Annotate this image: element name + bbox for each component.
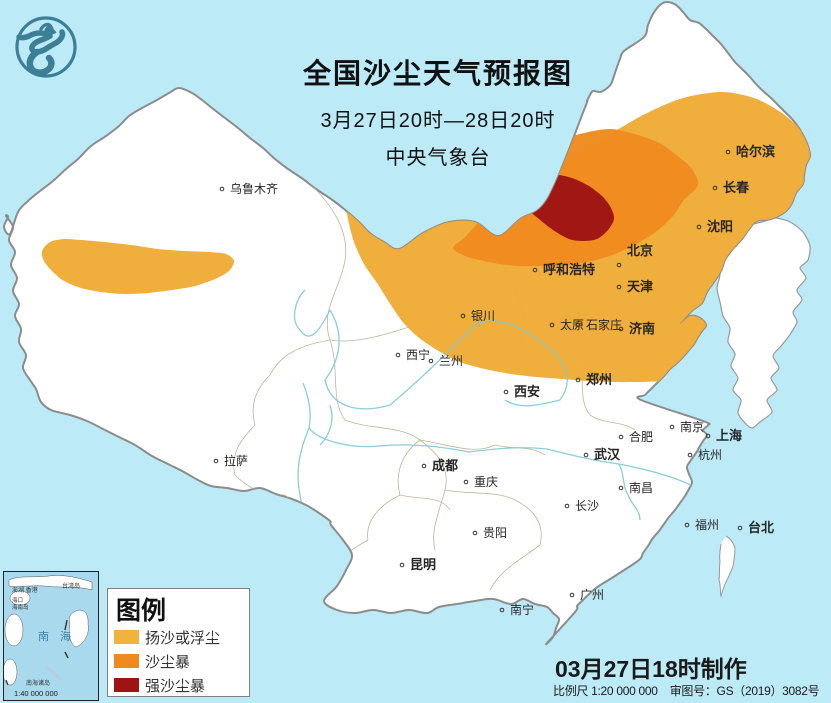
svg-text:武汉: 武汉: [594, 447, 621, 462]
svg-text:银川: 银川: [471, 309, 495, 323]
svg-text:台湾岛: 台湾岛: [62, 582, 80, 590]
svg-text:长沙: 长沙: [575, 499, 599, 513]
svg-text:哈尔滨: 哈尔滨: [736, 144, 775, 159]
svg-text:拉萨: 拉萨: [224, 453, 248, 468]
svg-text:海口: 海口: [12, 596, 23, 604]
svg-text:太原: 太原: [560, 317, 584, 332]
svg-text:北京: 北京: [627, 243, 653, 258]
svg-text:天津: 天津: [627, 279, 653, 294]
svg-text:南京: 南京: [680, 419, 704, 434]
svg-text:乌鲁木齐: 乌鲁木齐: [230, 181, 278, 196]
svg-text:海南岛: 海南岛: [12, 603, 29, 611]
svg-text:1:40 000 000: 1:40 000 000: [14, 689, 58, 698]
svg-text:福州: 福州: [695, 517, 719, 532]
svg-text:长春: 长春: [723, 180, 750, 195]
svg-text:昆明: 昆明: [410, 557, 436, 572]
svg-text:合肥: 合肥: [629, 429, 653, 444]
svg-text:成都: 成都: [432, 458, 458, 473]
svg-text:贵阳: 贵阳: [483, 526, 507, 540]
svg-text:呼和浩特: 呼和浩特: [543, 262, 595, 277]
svg-text:南昌: 南昌: [629, 480, 653, 495]
svg-text:澎湖 香港: 澎湖 香港: [12, 586, 38, 594]
svg-text:台北: 台北: [748, 520, 774, 535]
svg-text:郑州: 郑州: [586, 372, 612, 387]
svg-text:上海: 上海: [716, 428, 742, 443]
svg-text:济南: 济南: [629, 321, 655, 336]
svg-text:杭州: 杭州: [698, 447, 722, 462]
svg-text:西安: 西安: [514, 384, 540, 399]
svg-text:广州: 广州: [580, 588, 604, 602]
svg-text:沈阳: 沈阳: [707, 219, 733, 234]
svg-text:石家庄: 石家庄: [586, 317, 622, 332]
svg-text:南宁: 南宁: [510, 602, 534, 617]
svg-text:南海诸岛: 南海诸岛: [26, 679, 50, 687]
svg-text:南 海: 南 海: [38, 629, 71, 643]
svg-text:重庆: 重庆: [474, 475, 498, 489]
svg-text:兰州: 兰州: [439, 354, 463, 368]
svg-text:西宁: 西宁: [406, 347, 430, 362]
